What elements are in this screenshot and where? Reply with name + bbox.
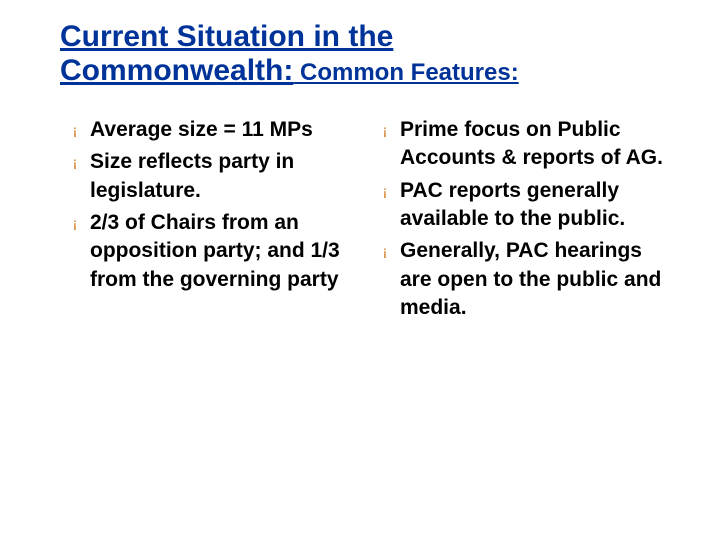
list-item: ¡ Prime focus on Public Accounts & repor… (370, 116, 670, 173)
bullet-icon: ¡ (60, 209, 90, 231)
bullet-text: Average size = 11 MPs (90, 116, 313, 144)
bullet-text: Generally, PAC hearings are open to the … (400, 237, 670, 322)
list-item: ¡ Size reflects party in legislature. (60, 148, 360, 205)
slide-title: Current Situation in the Commonwealth: C… (60, 20, 670, 88)
slide-container: Current Situation in the Commonwealth: C… (0, 0, 720, 346)
list-item: ¡ Generally, PAC hearings are open to th… (370, 237, 670, 322)
bullet-icon: ¡ (60, 148, 90, 170)
bullet-text: Size reflects party in legislature. (90, 148, 360, 205)
bullet-icon: ¡ (370, 237, 400, 259)
bullet-text: PAC reports generally available to the p… (400, 177, 670, 234)
right-column: ¡ Prime focus on Public Accounts & repor… (370, 116, 670, 326)
title-line-1: Current Situation in the (60, 20, 393, 53)
bullet-text: 2/3 of Chairs from an opposition party; … (90, 209, 360, 294)
title-line-2-sub: Common Features: (293, 59, 518, 86)
left-column: ¡ Average size = 11 MPs ¡ Size reflects … (60, 116, 360, 326)
title-line-2-main: Commonwealth: (60, 54, 293, 87)
list-item: ¡ Average size = 11 MPs (60, 116, 360, 144)
list-item: ¡ 2/3 of Chairs from an opposition party… (60, 209, 360, 294)
list-item: ¡ PAC reports generally available to the… (370, 177, 670, 234)
bullet-icon: ¡ (370, 177, 400, 199)
bullet-icon: ¡ (60, 116, 90, 138)
bullet-icon: ¡ (370, 116, 400, 138)
bullet-text: Prime focus on Public Accounts & reports… (400, 116, 670, 173)
content-columns: ¡ Average size = 11 MPs ¡ Size reflects … (60, 116, 670, 326)
